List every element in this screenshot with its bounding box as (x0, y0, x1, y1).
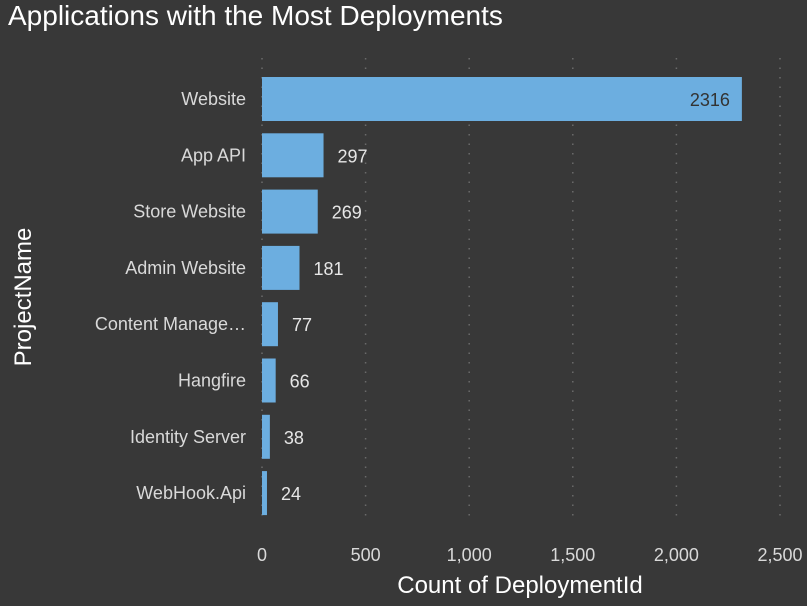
y-axis-title: ProjectName (10, 228, 37, 367)
data-label: 181 (314, 259, 344, 279)
bar[interactable] (262, 414, 270, 459)
y-tick-label: App API (181, 145, 246, 165)
y-tick-label: WebHook.Api (136, 483, 246, 503)
data-label: 297 (338, 146, 368, 166)
data-label: 269 (332, 203, 362, 223)
data-label: 77 (292, 315, 312, 335)
y-tick-label: Website (181, 89, 246, 109)
y-tick-label: Identity Server (130, 427, 246, 447)
bar[interactable] (262, 302, 278, 347)
bar[interactable] (262, 77, 742, 121)
x-tick-label: 1,000 (447, 545, 492, 565)
x-tick-label: 2,000 (654, 545, 699, 565)
bar[interactable] (262, 189, 318, 234)
chart-title: Applications with the Most Deployments (8, 0, 503, 31)
y-tick-label: Hangfire (178, 371, 246, 391)
bar[interactable] (262, 133, 324, 178)
bar[interactable] (262, 245, 300, 290)
x-axis-title: Count of DeploymentId (397, 572, 642, 599)
data-label: 24 (281, 484, 301, 504)
data-label: 2316 (690, 90, 730, 110)
bar[interactable] (262, 471, 267, 516)
x-tick-label: 500 (351, 545, 381, 565)
x-tick-label: 2,500 (757, 545, 802, 565)
x-tick-label: 1,500 (550, 545, 595, 565)
data-label: 66 (290, 372, 310, 392)
bar[interactable] (262, 358, 276, 403)
data-label: 38 (284, 428, 304, 448)
y-tick-label: Content Manage… (95, 314, 246, 334)
y-tick-label: Admin Website (125, 258, 246, 278)
y-tick-label: Store Website (133, 202, 246, 222)
x-tick-label: 0 (257, 545, 267, 565)
